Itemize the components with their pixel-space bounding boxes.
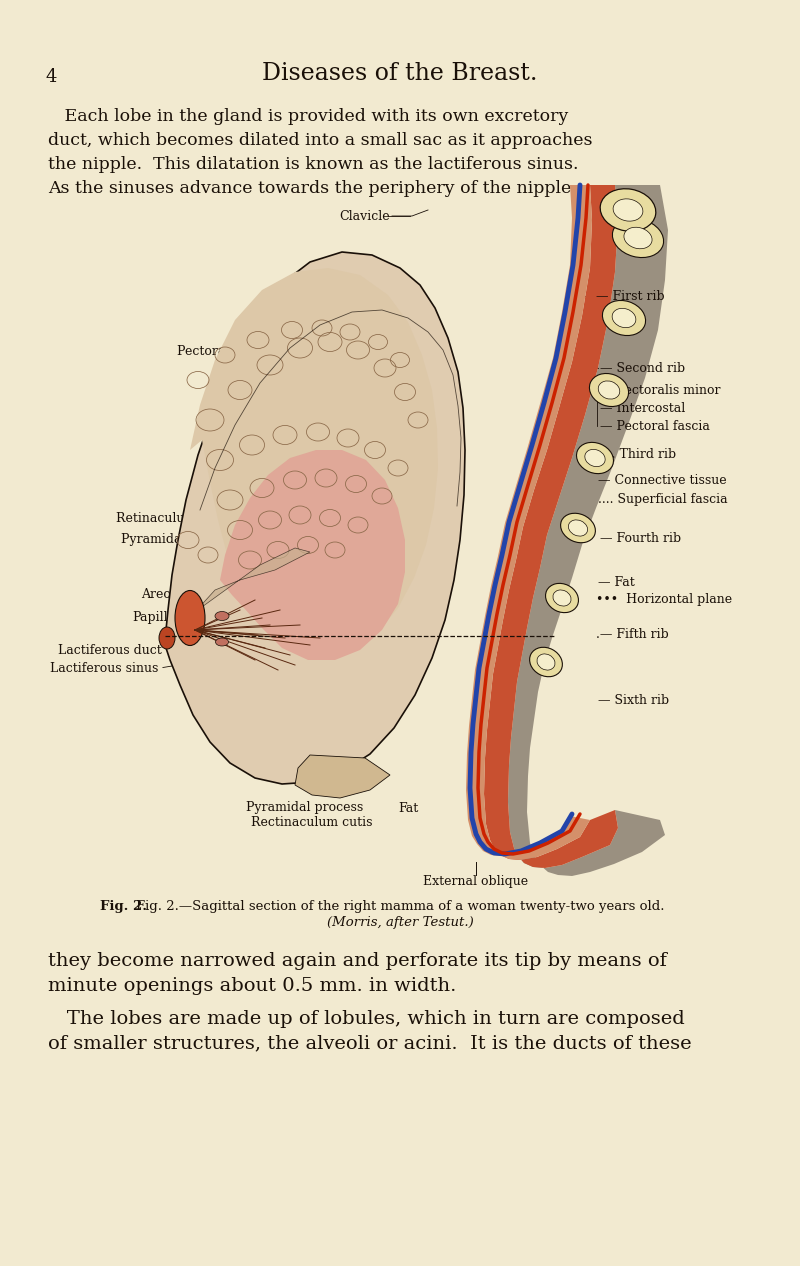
- Polygon shape: [484, 185, 618, 868]
- Text: they become narrowed again and perforate its tip by means of
minute openings abo: they become narrowed again and perforate…: [48, 952, 667, 995]
- Ellipse shape: [612, 309, 636, 328]
- Text: Skin: Skin: [272, 391, 300, 405]
- Ellipse shape: [598, 381, 620, 399]
- Polygon shape: [295, 755, 390, 798]
- Ellipse shape: [215, 638, 229, 646]
- Text: External oblique: External oblique: [423, 876, 529, 889]
- Text: .... Third rib: .... Third rib: [600, 448, 676, 462]
- Text: — Fourth rib: — Fourth rib: [600, 532, 681, 544]
- Ellipse shape: [159, 627, 175, 649]
- Text: — Sixth rib: — Sixth rib: [598, 694, 669, 706]
- Text: Clavicle: Clavicle: [339, 209, 390, 223]
- Ellipse shape: [613, 199, 643, 222]
- Text: Pyramidal process: Pyramidal process: [121, 533, 238, 547]
- Ellipse shape: [215, 611, 229, 620]
- Text: .— Fifth rib: .— Fifth rib: [596, 628, 669, 642]
- Text: Lactiferous sinus: Lactiferous sinus: [50, 662, 158, 675]
- Text: Diseases of the Breast.: Diseases of the Breast.: [262, 62, 538, 85]
- Text: — Intercostal: — Intercostal: [600, 401, 686, 414]
- Ellipse shape: [175, 590, 205, 646]
- Text: 4: 4: [45, 68, 56, 86]
- Polygon shape: [165, 252, 465, 784]
- Text: Retinaculum cutis: Retinaculum cutis: [115, 511, 230, 524]
- Polygon shape: [466, 185, 592, 860]
- Ellipse shape: [546, 584, 578, 613]
- Text: — Pectoral fascia: — Pectoral fascia: [600, 419, 710, 433]
- Text: (Morris, after Testut.): (Morris, after Testut.): [326, 917, 474, 929]
- Ellipse shape: [561, 513, 595, 543]
- Ellipse shape: [553, 590, 571, 606]
- Ellipse shape: [602, 300, 646, 335]
- Polygon shape: [220, 449, 405, 660]
- Ellipse shape: [569, 520, 587, 536]
- Ellipse shape: [590, 373, 629, 406]
- Text: Fat: Fat: [398, 801, 418, 814]
- Text: — Connective tissue: — Connective tissue: [598, 473, 726, 486]
- Polygon shape: [195, 548, 310, 611]
- Ellipse shape: [624, 228, 652, 248]
- Text: Pectoralis major: Pectoralis major: [177, 346, 280, 358]
- Text: — Second rib: — Second rib: [600, 362, 685, 375]
- Text: Each lobe in the gland is provided with its own excretory
duct, which becomes di: Each lobe in the gland is provided with …: [48, 108, 593, 197]
- Text: The lobes are made up of lobules, which in turn are composed
of smaller structur: The lobes are made up of lobules, which …: [48, 1010, 692, 1053]
- Text: Fig. 2.—Sagittal section of the right mamma of a woman twenty-two years old.: Fig. 2.—Sagittal section of the right ma…: [136, 900, 664, 913]
- Ellipse shape: [613, 219, 663, 257]
- Polygon shape: [508, 185, 668, 876]
- Text: — Pectoralis minor: — Pectoralis minor: [600, 384, 721, 396]
- Ellipse shape: [537, 655, 555, 670]
- Text: Fat: Fat: [245, 556, 265, 568]
- Text: .... Superficial fascia: .... Superficial fascia: [598, 494, 728, 506]
- Ellipse shape: [577, 442, 614, 473]
- Text: Papilla: Papilla: [132, 611, 175, 624]
- Text: Areola: Areola: [141, 589, 182, 601]
- Ellipse shape: [530, 647, 562, 677]
- Text: Fig. 2.: Fig. 2.: [100, 900, 147, 913]
- Text: — First rib: — First rib: [596, 290, 665, 303]
- Ellipse shape: [600, 189, 656, 232]
- Text: Rectinaculum cutis: Rectinaculum cutis: [251, 815, 373, 828]
- Polygon shape: [190, 268, 438, 655]
- Text: Pyramidal process: Pyramidal process: [246, 801, 364, 814]
- Ellipse shape: [585, 449, 605, 467]
- Text: •••  Horizontal plane: ••• Horizontal plane: [596, 594, 732, 606]
- Text: — Fat: — Fat: [598, 576, 634, 589]
- Text: Lactiferous duct: Lactiferous duct: [58, 643, 162, 657]
